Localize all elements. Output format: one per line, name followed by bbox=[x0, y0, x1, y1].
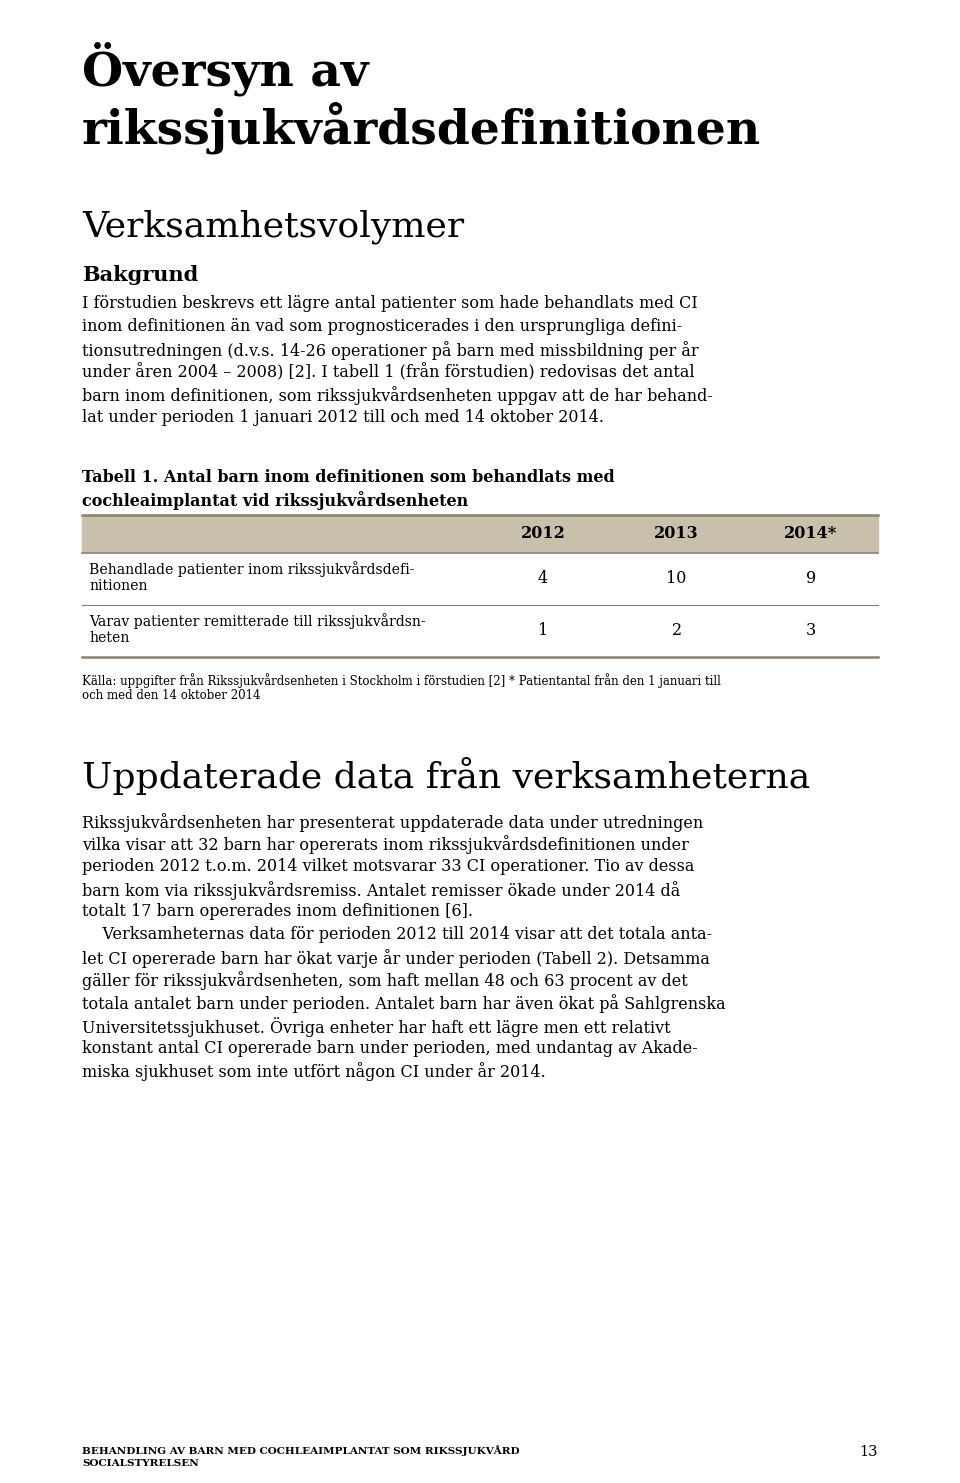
Text: Verksamhetsvolymer: Verksamhetsvolymer bbox=[82, 209, 464, 243]
Text: Tabell 1. Antal barn inom definitionen som behandlats med: Tabell 1. Antal barn inom definitionen s… bbox=[82, 470, 614, 486]
Text: Varav patienter remitterade till rikssjukvårdsn-: Varav patienter remitterade till rikssju… bbox=[89, 612, 425, 629]
Text: Bakgrund: Bakgrund bbox=[82, 265, 199, 285]
Text: Rikssjukvårdsenheten har presenterat uppdaterade data under utredningen: Rikssjukvårdsenheten har presenterat upp… bbox=[82, 813, 704, 832]
Text: 2: 2 bbox=[672, 623, 682, 639]
Text: Universitetssjukhuset. Övriga enheter har haft ett lägre men ett relativt: Universitetssjukhuset. Övriga enheter ha… bbox=[82, 1017, 671, 1037]
Text: vilka visar att 32 barn har opererats inom rikssjukvårdsdefinitionen under: vilka visar att 32 barn har opererats in… bbox=[82, 835, 689, 854]
Text: under åren 2004 – 2008) [2]. I tabell 1 (från förstudien) redovisas det antal: under åren 2004 – 2008) [2]. I tabell 1 … bbox=[82, 363, 695, 381]
Text: och med den 14 oktober 2014: och med den 14 oktober 2014 bbox=[82, 690, 260, 701]
Text: heten: heten bbox=[89, 632, 130, 645]
Text: totala antalet barn under perioden. Antalet barn har även ökat på Sahlgrenska: totala antalet barn under perioden. Anta… bbox=[82, 994, 726, 1013]
Text: rikssjukvårdsdefinitionen: rikssjukvårdsdefinitionen bbox=[82, 101, 761, 154]
Text: 2014*: 2014* bbox=[784, 525, 837, 543]
Text: tionsutredningen (d.v.s. 14-26 operationer på barn med missbildning per år: tionsutredningen (d.v.s. 14-26 operation… bbox=[82, 341, 699, 359]
Text: konstant antal CI opererade barn under perioden, med undantag av Akade-: konstant antal CI opererade barn under p… bbox=[82, 1040, 698, 1056]
Text: 2012: 2012 bbox=[520, 525, 565, 543]
Text: Uppdaterade data från verksamheterna: Uppdaterade data från verksamheterna bbox=[82, 756, 810, 795]
Text: Verksamheternas data för perioden 2012 till 2014 visar att det totala anta-: Verksamheternas data för perioden 2012 t… bbox=[82, 927, 712, 943]
Text: Översyn av: Översyn av bbox=[82, 42, 369, 96]
Text: 3: 3 bbox=[805, 623, 816, 639]
Text: Källa: uppgifter från Rikssjukvårdsenheten i Stockholm i förstudien [2] * Patien: Källa: uppgifter från Rikssjukvårdsenhet… bbox=[82, 673, 721, 688]
Bar bbox=[82, 515, 878, 553]
Text: totalt 17 barn opererades inom definitionen [6].: totalt 17 barn opererades inom definitio… bbox=[82, 903, 473, 921]
Bar bbox=[82, 553, 878, 605]
Text: Behandlade patienter inom rikssjukvårdsdefi-: Behandlade patienter inom rikssjukvårdsd… bbox=[89, 561, 415, 577]
Text: 1: 1 bbox=[538, 623, 548, 639]
Text: SOCIALSTYRELSEN: SOCIALSTYRELSEN bbox=[82, 1459, 199, 1468]
Text: gäller för rikssjukvårdsenheten, som haft mellan 48 och 63 procent av det: gäller för rikssjukvårdsenheten, som haf… bbox=[82, 971, 687, 991]
Text: miska sjukhuset som inte utfört någon CI under år 2014.: miska sjukhuset som inte utfört någon CI… bbox=[82, 1062, 545, 1081]
Text: 2013: 2013 bbox=[655, 525, 699, 543]
Text: 13: 13 bbox=[859, 1444, 878, 1459]
Text: 9: 9 bbox=[805, 571, 816, 587]
Text: inom definitionen än vad som prognosticerades i den ursprungliga defini-: inom definitionen än vad som prognostice… bbox=[82, 317, 683, 335]
Text: cochleaimplantat vid rikssjukvårdsenheten: cochleaimplantat vid rikssjukvårdsenhete… bbox=[82, 491, 468, 510]
Bar bbox=[82, 605, 878, 657]
Text: barn inom definitionen, som rikssjukvårdsenheten uppgav att de har behand-: barn inom definitionen, som rikssjukvård… bbox=[82, 386, 713, 405]
Text: nitionen: nitionen bbox=[89, 580, 148, 593]
Text: BEHANDLING AV BARN MED COCHLEAIMPLANTAT SOM RIKSSJUKVÅRD: BEHANDLING AV BARN MED COCHLEAIMPLANTAT … bbox=[82, 1444, 519, 1456]
Text: I förstudien beskrevs ett lägre antal patienter som hade behandlats med CI: I förstudien beskrevs ett lägre antal pa… bbox=[82, 295, 698, 313]
Text: lat under perioden 1 januari 2012 till och med 14 oktober 2014.: lat under perioden 1 januari 2012 till o… bbox=[82, 409, 604, 426]
Text: let CI opererade barn har ökat varje år under perioden (Tabell 2). Detsamma: let CI opererade barn har ökat varje år … bbox=[82, 949, 709, 968]
Text: 4: 4 bbox=[538, 571, 548, 587]
Text: 10: 10 bbox=[666, 571, 686, 587]
Text: perioden 2012 t.o.m. 2014 vilket motsvarar 33 CI operationer. Tio av dessa: perioden 2012 t.o.m. 2014 vilket motsvar… bbox=[82, 859, 694, 875]
Text: barn kom via rikssjukvårdsremiss. Antalet remisser ökade under 2014 då: barn kom via rikssjukvårdsremiss. Antale… bbox=[82, 881, 681, 900]
